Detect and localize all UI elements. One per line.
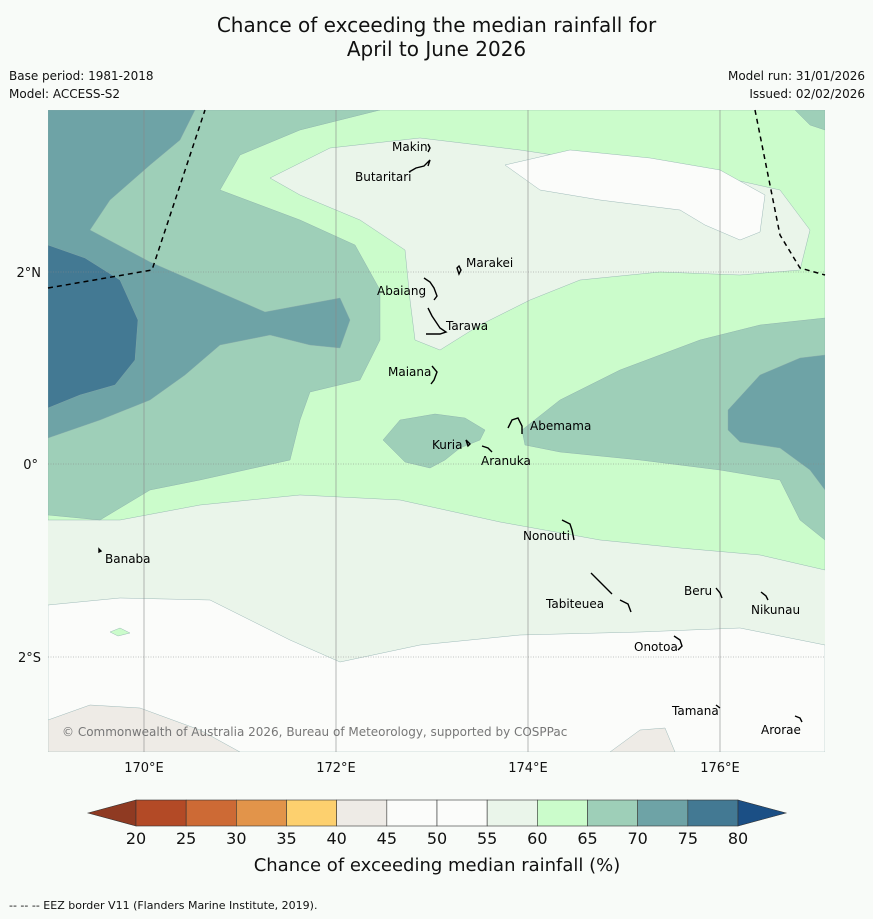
place-label-banaba: Banaba [105,552,151,566]
colorbar-tick-label: 70 [627,829,647,848]
place-label-nonouti: Nonouti [523,529,570,543]
contour-band-50-55 [48,597,825,752]
lon-label-174e: 174°E [508,761,548,776]
island-beru [715,587,723,599]
place-label-makin: Makin [392,140,428,154]
colorbar-tick-label: 45 [377,829,397,848]
colorbar-cell [486,799,538,827]
colorbar-cell [687,799,739,827]
colorbar-tick-label: 35 [276,829,296,848]
colorbar: 20 25 30 35 40 45 50 55 60 65 70 75 80 [86,799,788,848]
colorbar-cell [135,799,187,827]
eez-borders [47,109,826,289]
island-nikunau [760,591,769,601]
island-tabiteuea [590,572,632,613]
colorbar-cell [236,799,287,827]
island-maiana [430,365,438,385]
island-abemama [507,417,523,434]
lat-label-0: 0° [23,458,38,473]
colorbar-over-arrow [737,799,788,827]
lon-label-176e: 176°E [700,761,740,776]
island-marakei [456,264,462,276]
place-label-tamana: Tamana [671,704,719,718]
island-kuria [465,439,471,448]
colorbar-cell [286,799,337,827]
contour-band-60-65-patch [109,627,131,637]
island-banaba [98,547,103,554]
contour-band-65-70-east [521,317,825,541]
place-label-marakei: Marakei [466,256,513,270]
island-aranuka [481,445,493,453]
place-label-beru: Beru [684,584,712,598]
colorbar-tick-label: 55 [477,829,497,848]
place-label-tabiteuea: Tabiteuea [545,597,604,611]
eez-source-footnote: -- -- -- EEZ border V11 (Flanders Marine… [9,899,318,912]
axis-labels: 170°E 172°E 174°E 176°E 2°N 0° 2°S [17,266,740,776]
colorbar-tick-label: 60 [527,829,547,848]
colorbar-label: Chance of exceeding median rainfall (%) [254,855,621,876]
lon-label-170e: 170°E [124,761,164,776]
place-label-aranuka: Aranuka [481,454,531,468]
colorbar-cell [436,799,488,827]
colorbar-cell [537,799,588,827]
colorbar-tick-label: 40 [326,829,346,848]
colorbar-cell [185,799,237,827]
place-label-kuria: Kuria [432,438,463,452]
colorbar-tick-label: 80 [728,829,748,848]
island-onotoa [673,635,683,651]
place-label-butaritari: Butaritari [355,170,412,184]
colorbar-tick-label: 50 [427,829,447,848]
island-makin [427,143,431,153]
place-label-maiana: Maiana [388,365,431,379]
contour-band-75-80 [48,244,139,409]
colorbar-cell [587,799,638,827]
island-tamana [715,704,721,709]
map-area [48,110,825,752]
colorbar-tick-label: 25 [176,829,196,848]
place-label-arorae: Arorae [761,723,801,737]
place-labels: Makin Butaritari Marakei Abaiang Tarawa … [105,140,801,737]
island-butaritari [408,159,431,173]
island-abaiang [423,277,438,301]
place-label-tarawa: Tarawa [445,319,488,333]
colorbar-cell [637,799,689,827]
contour-band-50-55-north [504,149,766,241]
colorbar-tick-label: 20 [126,829,146,848]
base-period: Base period: 1981-2018 [9,69,154,83]
place-label-abemama: Abemama [530,419,591,433]
contour-band-70-75-east [727,354,825,491]
model-run-date: Model run: 31/01/2026 [727,69,865,83]
island-nonouti [561,519,575,541]
contour-band-65-70-ne [794,110,825,131]
contour-band-40-45-south2 [609,727,676,752]
eez-border-west [47,109,206,289]
colorbar-tick-label: 30 [226,829,246,848]
eez-border-east [754,109,826,276]
lat-label-2s: 2°S [18,651,41,666]
colorbar-under-arrow [86,799,137,827]
lat-label-2n: 2°N [17,266,42,281]
lon-label-172e: 172°E [316,761,356,776]
contour-band-65-70-kuria [382,413,486,469]
island-tarawa [426,307,448,335]
place-label-nikunau: Nikunau [751,603,800,617]
place-label-onotoa: Onotoa [634,640,678,654]
island-arorae [794,715,803,723]
issued-date: Issued: 02/02/2026 [749,87,865,101]
colorbar-cell [386,799,438,827]
colorbar-tick-label: 75 [678,829,698,848]
model-name: Model: ACCESS-S2 [9,87,121,101]
copyright-notice: © Commonwealth of Australia 2026, Bureau… [62,725,567,739]
colorbar-cell [336,799,388,827]
place-label-abaiang: Abaiang [377,284,426,298]
graticule [48,110,825,752]
map-title-line2: April to June 2026 [346,37,527,61]
colorbar-tick-label: 65 [577,829,597,848]
island-outlines [98,143,803,723]
map-title-line1: Chance of exceeding the median rainfall … [216,13,657,37]
